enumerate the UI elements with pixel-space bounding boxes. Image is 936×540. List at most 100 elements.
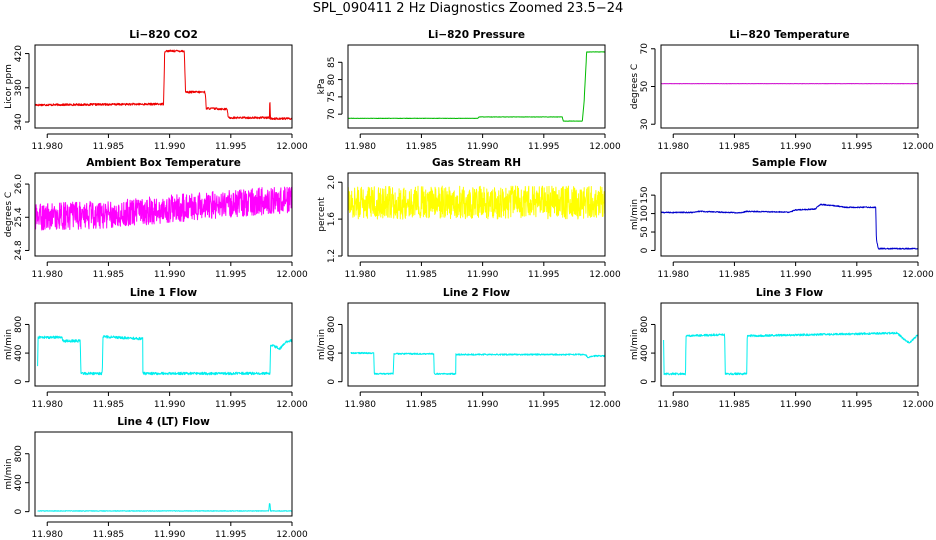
y-tick-label: 400 [14,344,24,361]
y-tick-label: 0 [14,379,24,385]
panel-9: Line 3 Flow ml/min 11.980 11.985 11.990 11.99… [630,287,934,410]
y-tick-label: 30 [640,118,650,130]
x-tick-label: 11.985 [719,142,751,152]
series-line [347,185,606,220]
panel-title: Li−820 Pressure [428,29,525,41]
x-tick-label: 11.990 [780,142,812,152]
y-tick-label: 0 [327,379,337,385]
x-tick-label: 11.990 [467,400,499,410]
x-tick-label: 11.985 [93,142,125,152]
x-tick-label: 11.985 [406,400,438,410]
x-tick-label: 11.980 [31,142,63,152]
panel-4: Ambient Box Temperature degrees C 11.980 11… [4,157,308,280]
panel-title: Li−820 Temperature [729,29,849,41]
y-tick-label: 800 [327,316,337,333]
x-tick-label: 11.995 [841,142,873,152]
y-axis-label: degrees C [4,192,14,237]
x-tick-label: 11.990 [780,400,812,410]
y-tick-label: 50 [640,81,650,93]
series-line [350,351,606,375]
y-tick-label: 70 [327,108,337,120]
x-tick-label: 12.000 [589,270,621,280]
x-tick-label: 11.980 [344,400,376,410]
y-tick-label: 800 [640,316,650,333]
x-tick-label: 11.985 [93,400,125,410]
x-tick-label: 12.000 [589,400,621,410]
x-tick-label: 11.995 [841,400,873,410]
plot-frame [347,44,606,129]
y-tick-label: 24.8 [14,240,24,260]
y-tick-label: 0 [640,379,650,385]
x-tick-label: 12.000 [276,270,308,280]
x-tick-label: 11.985 [93,530,125,540]
series-line [34,49,293,121]
x-tick-label: 11.995 [215,530,247,540]
x-tick-label: 11.985 [406,142,438,152]
y-axis-label: ml/min [4,329,14,360]
x-tick-label: 11.995 [528,142,560,152]
x-tick-label: 12.000 [276,400,308,410]
y-axis-label: degrees C [630,64,640,109]
y-tick-label: 400 [327,344,337,361]
y-axis-label: ml/min [4,458,14,489]
x-tick-label: 12.000 [902,142,934,152]
y-tick-label: 80 [327,74,337,86]
y-tick-label: 0 [14,509,24,515]
x-tick-label: 11.990 [780,270,812,280]
y-axis-label: kPa [317,79,327,95]
panel-title: Sample Flow [752,157,827,169]
x-tick-label: 11.990 [154,400,186,410]
x-tick-label: 12.000 [902,400,934,410]
y-tick-label: 100 [640,205,650,222]
panel-title: Li−820 CO2 [129,29,198,41]
y-tick-label: 150 [640,186,650,203]
x-tick-label: 11.980 [31,530,63,540]
x-tick-label: 11.995 [215,142,247,152]
panel-10: Line 4 (LT) Flow ml/min 11.980 11.985 11.990… [4,416,308,540]
plot-frame [34,302,293,387]
panel-title: Line 2 Flow [443,287,510,299]
x-tick-label: 11.980 [31,400,63,410]
x-tick-label: 11.990 [154,530,186,540]
series-line [37,503,293,512]
x-tick-label: 11.995 [215,270,247,280]
x-tick-label: 11.980 [657,400,689,410]
x-tick-label: 11.990 [467,142,499,152]
y-tick-label: 0 [640,247,650,253]
y-tick-label: 400 [14,474,24,491]
x-tick-label: 11.995 [215,400,247,410]
panel-8: Line 2 Flow ml/min 11.980 11.985 11.990 11.99… [317,287,621,410]
panel-title: Line 1 Flow [130,287,197,299]
y-tick-label: 420 [14,45,24,62]
panel-6: Sample Flow ml/min 11.980 11.985 11.990 11.99… [630,157,934,280]
y-tick-label: 25.4 [14,207,24,227]
plot-frame [660,302,919,387]
panel-7: Line 1 Flow ml/min 11.980 11.985 11.990 11.99… [4,287,308,410]
x-tick-label: 11.990 [154,142,186,152]
y-tick-label: 1.2 [327,249,337,263]
x-tick-label: 12.000 [276,142,308,152]
x-tick-label: 11.995 [528,270,560,280]
panel-5: Gas Stream RH percent 11.980 11.985 11.990 11… [317,157,621,280]
x-tick-label: 11.980 [657,142,689,152]
plot-frame [660,44,919,129]
y-axis-label: Licor ppm [4,64,14,109]
panel-title: Gas Stream RH [432,157,521,169]
series-line [663,331,919,376]
y-tick-label: 70 [640,43,650,55]
series-line [37,335,293,376]
x-tick-label: 11.995 [841,270,873,280]
y-tick-label: 800 [14,316,24,333]
panel-title: Ambient Box Temperature [86,157,241,169]
x-tick-label: 11.985 [93,270,125,280]
y-tick-label: 85 [327,57,337,68]
series-line [660,203,919,250]
x-tick-label: 11.985 [719,270,751,280]
x-tick-label: 11.980 [344,142,376,152]
x-tick-label: 12.000 [902,270,934,280]
y-tick-label: 340 [14,113,24,130]
y-tick-label: 800 [14,445,24,462]
x-tick-label: 11.990 [467,270,499,280]
x-tick-label: 11.980 [344,270,376,280]
plot-frame [34,44,293,129]
